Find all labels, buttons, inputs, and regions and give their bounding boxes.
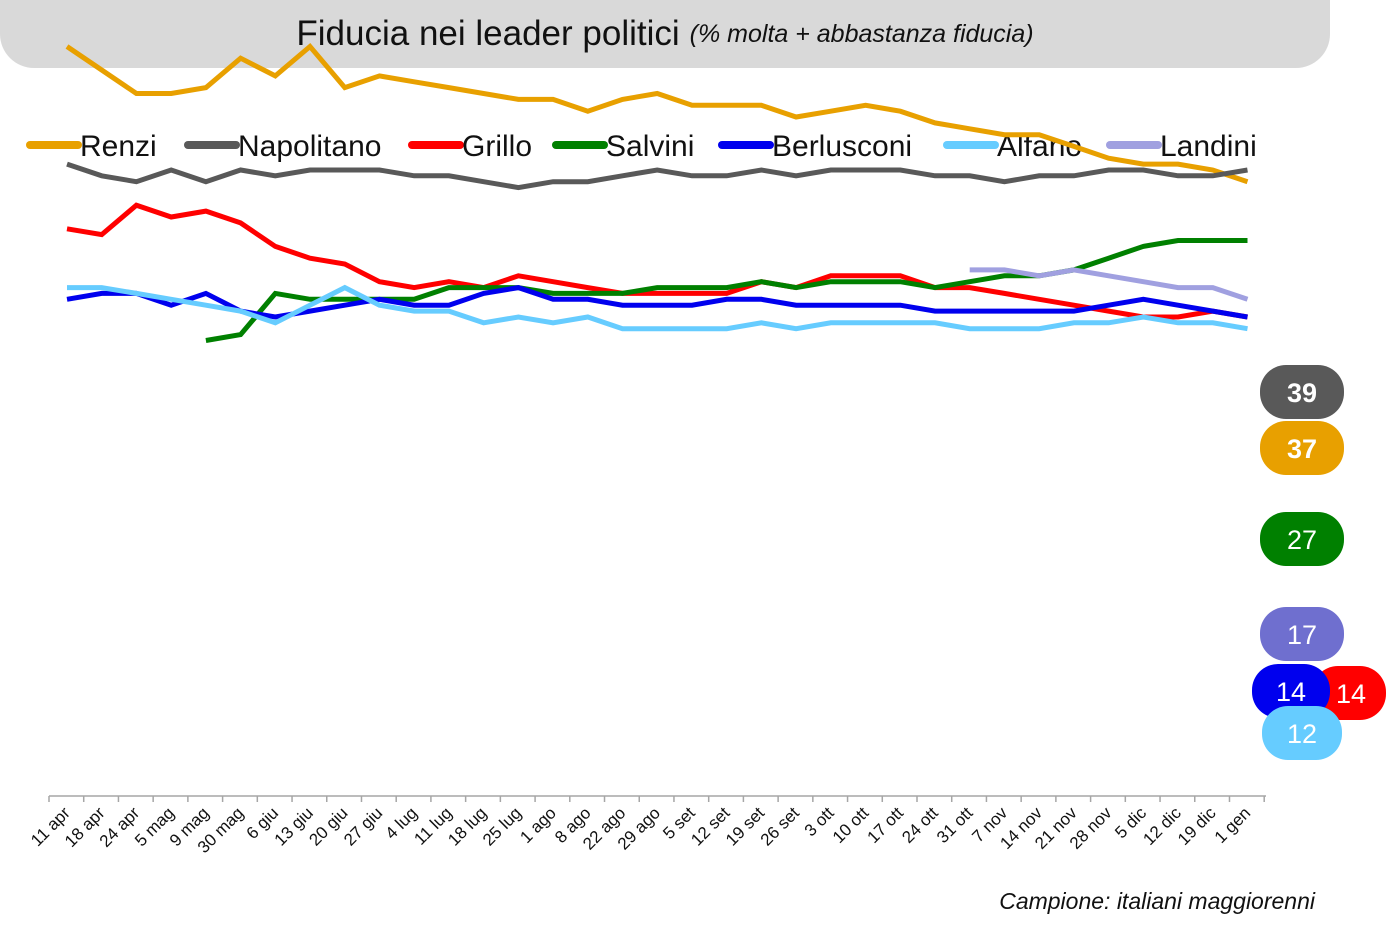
end-label-landini: 17	[1287, 620, 1317, 650]
x-tick-label: 31 ott	[933, 803, 977, 847]
x-tick-label: 17 ott	[864, 803, 908, 847]
end-label-napolitano: 39	[1287, 378, 1317, 408]
end-badge-berlusconi	[1252, 664, 1330, 718]
end-label-grillo: 14	[1336, 679, 1366, 709]
series-line-berlusconi	[66, 285, 1248, 320]
x-tick-label: 12 set	[687, 803, 733, 849]
x-tick-label: 20 giu	[305, 803, 351, 849]
series-line-landini	[969, 267, 1249, 302]
chart-title-bar: Fiducia nei leader politici (% molta + a…	[0, 0, 1330, 68]
chart-subtitle: (% molta + abbastanza fiducia)	[689, 19, 1034, 48]
end-label-salvini: 27	[1287, 525, 1317, 555]
end-label-renzi: 37	[1287, 434, 1317, 464]
series-line-renzi	[65, 42, 1249, 185]
x-tick-label: 24 apr	[96, 803, 144, 851]
x-tick-label: 1 ago	[516, 803, 560, 847]
end-label-alfano: 12	[1287, 719, 1317, 749]
x-tick-label: 26 set	[757, 803, 803, 849]
end-badge-renzi	[1260, 421, 1344, 475]
end-badge-salvini	[1260, 512, 1344, 566]
series-line-napolitano	[66, 161, 1248, 191]
series-line-grillo	[66, 202, 1248, 320]
chart-title: Fiducia nei leader politici	[296, 14, 680, 53]
series-line-alfano	[67, 284, 1248, 332]
legend-label-renzi: Renzi	[80, 130, 157, 163]
legend-label-landini: Landini	[1160, 130, 1257, 163]
legend: Renzi Napolitano Grillo Salvini Berlusconi Al…	[26, 130, 1257, 163]
x-tick-label: 19 set	[722, 803, 768, 849]
x-tick-label: 10 ott	[829, 803, 873, 847]
series-lines	[65, 42, 1249, 343]
series-line-salvini	[205, 238, 1248, 343]
end-badge-napolitano	[1260, 365, 1344, 419]
x-tick-label: 27 giu	[340, 803, 386, 849]
end-badge-alfano	[1262, 706, 1342, 760]
x-tick-label: 25 lug	[479, 803, 525, 849]
legend-label-salvini: Salvini	[606, 130, 694, 163]
x-tick-label: 24 ott	[898, 803, 942, 847]
legend-label-berlusconi: Berlusconi	[772, 130, 912, 163]
end-labels: 14 39 37 27 17 14 12	[1252, 365, 1386, 760]
end-badge-landini	[1260, 607, 1344, 661]
end-badge-grillo	[1312, 666, 1386, 720]
end-label-berlusconi: 14	[1276, 677, 1306, 707]
legend-label-napolitano: Napolitano	[238, 130, 381, 163]
x-tick-label: 18 lug	[444, 803, 490, 849]
footer-note: Campione: italiani maggiorenni	[999, 888, 1315, 914]
x-tick-label: 1 gen	[1211, 803, 1255, 847]
x-tick-label: 13 giu	[271, 803, 317, 849]
x-tick-label: 12 dic	[1139, 803, 1185, 849]
legend-label-grillo: Grillo	[462, 130, 532, 163]
x-tick-label: 19 dic	[1174, 803, 1220, 849]
